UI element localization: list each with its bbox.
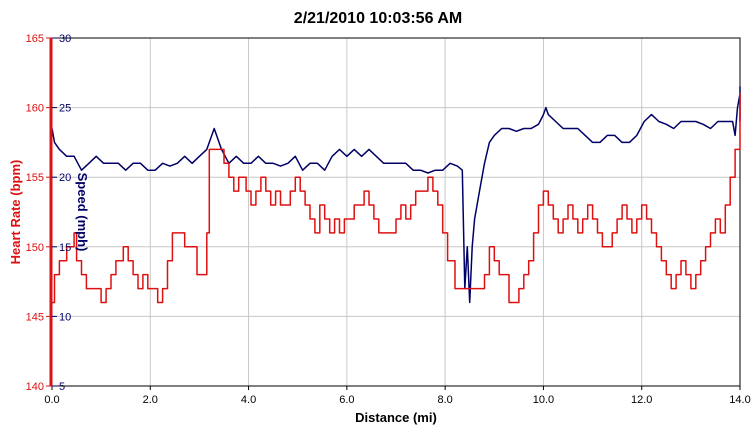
left-tick-label: 155 [26,172,44,184]
right-tick-label: 25 [59,103,71,115]
left-axis-ticks: 140 145 150 155 160 165 [26,33,51,393]
x-axis-ticks: 0.0 2.0 4.0 6.0 8.0 10.0 12.0 14.0 [44,386,751,406]
x-tick-label: 0.0 [44,394,59,406]
right-axis-label: Speed (mph) [75,173,90,252]
speed-line [51,85,741,304]
x-tick-label: 10.0 [533,394,554,406]
speed-series-layer [51,85,741,304]
x-tick-label: 14.0 [729,394,750,406]
right-axis-ticks: 5 10 15 20 25 30 [52,33,71,393]
right-tick-label: 15 [59,242,71,254]
x-tick-label: 2.0 [143,394,158,406]
plot-frame [51,37,741,387]
x-tick-label: 8.0 [437,394,452,406]
left-tick-label: 140 [26,381,44,393]
right-tick-label: 10 [59,311,71,323]
x-tick-label: 12.0 [631,394,652,406]
right-tick-label: 20 [59,172,71,184]
x-tick-label: 4.0 [241,394,256,406]
grid-lines [52,38,740,386]
left-tick-label: 145 [26,311,44,323]
x-tick-label: 6.0 [339,394,354,406]
x-axis-label: Distance (mi) [355,410,437,425]
heart-rate-series-layer [52,92,741,304]
chart-title: 2/21/2010 10:03:56 AM [294,10,462,27]
left-tick-label: 165 [26,33,44,45]
left-tick-label: 150 [26,242,44,254]
left-tick-label: 160 [26,103,44,115]
left-axis-label: Heart Rate (bpm) [8,160,23,265]
heart-rate-line [52,92,741,304]
right-tick-label: 30 [59,33,71,45]
right-tick-label: 5 [59,381,65,393]
